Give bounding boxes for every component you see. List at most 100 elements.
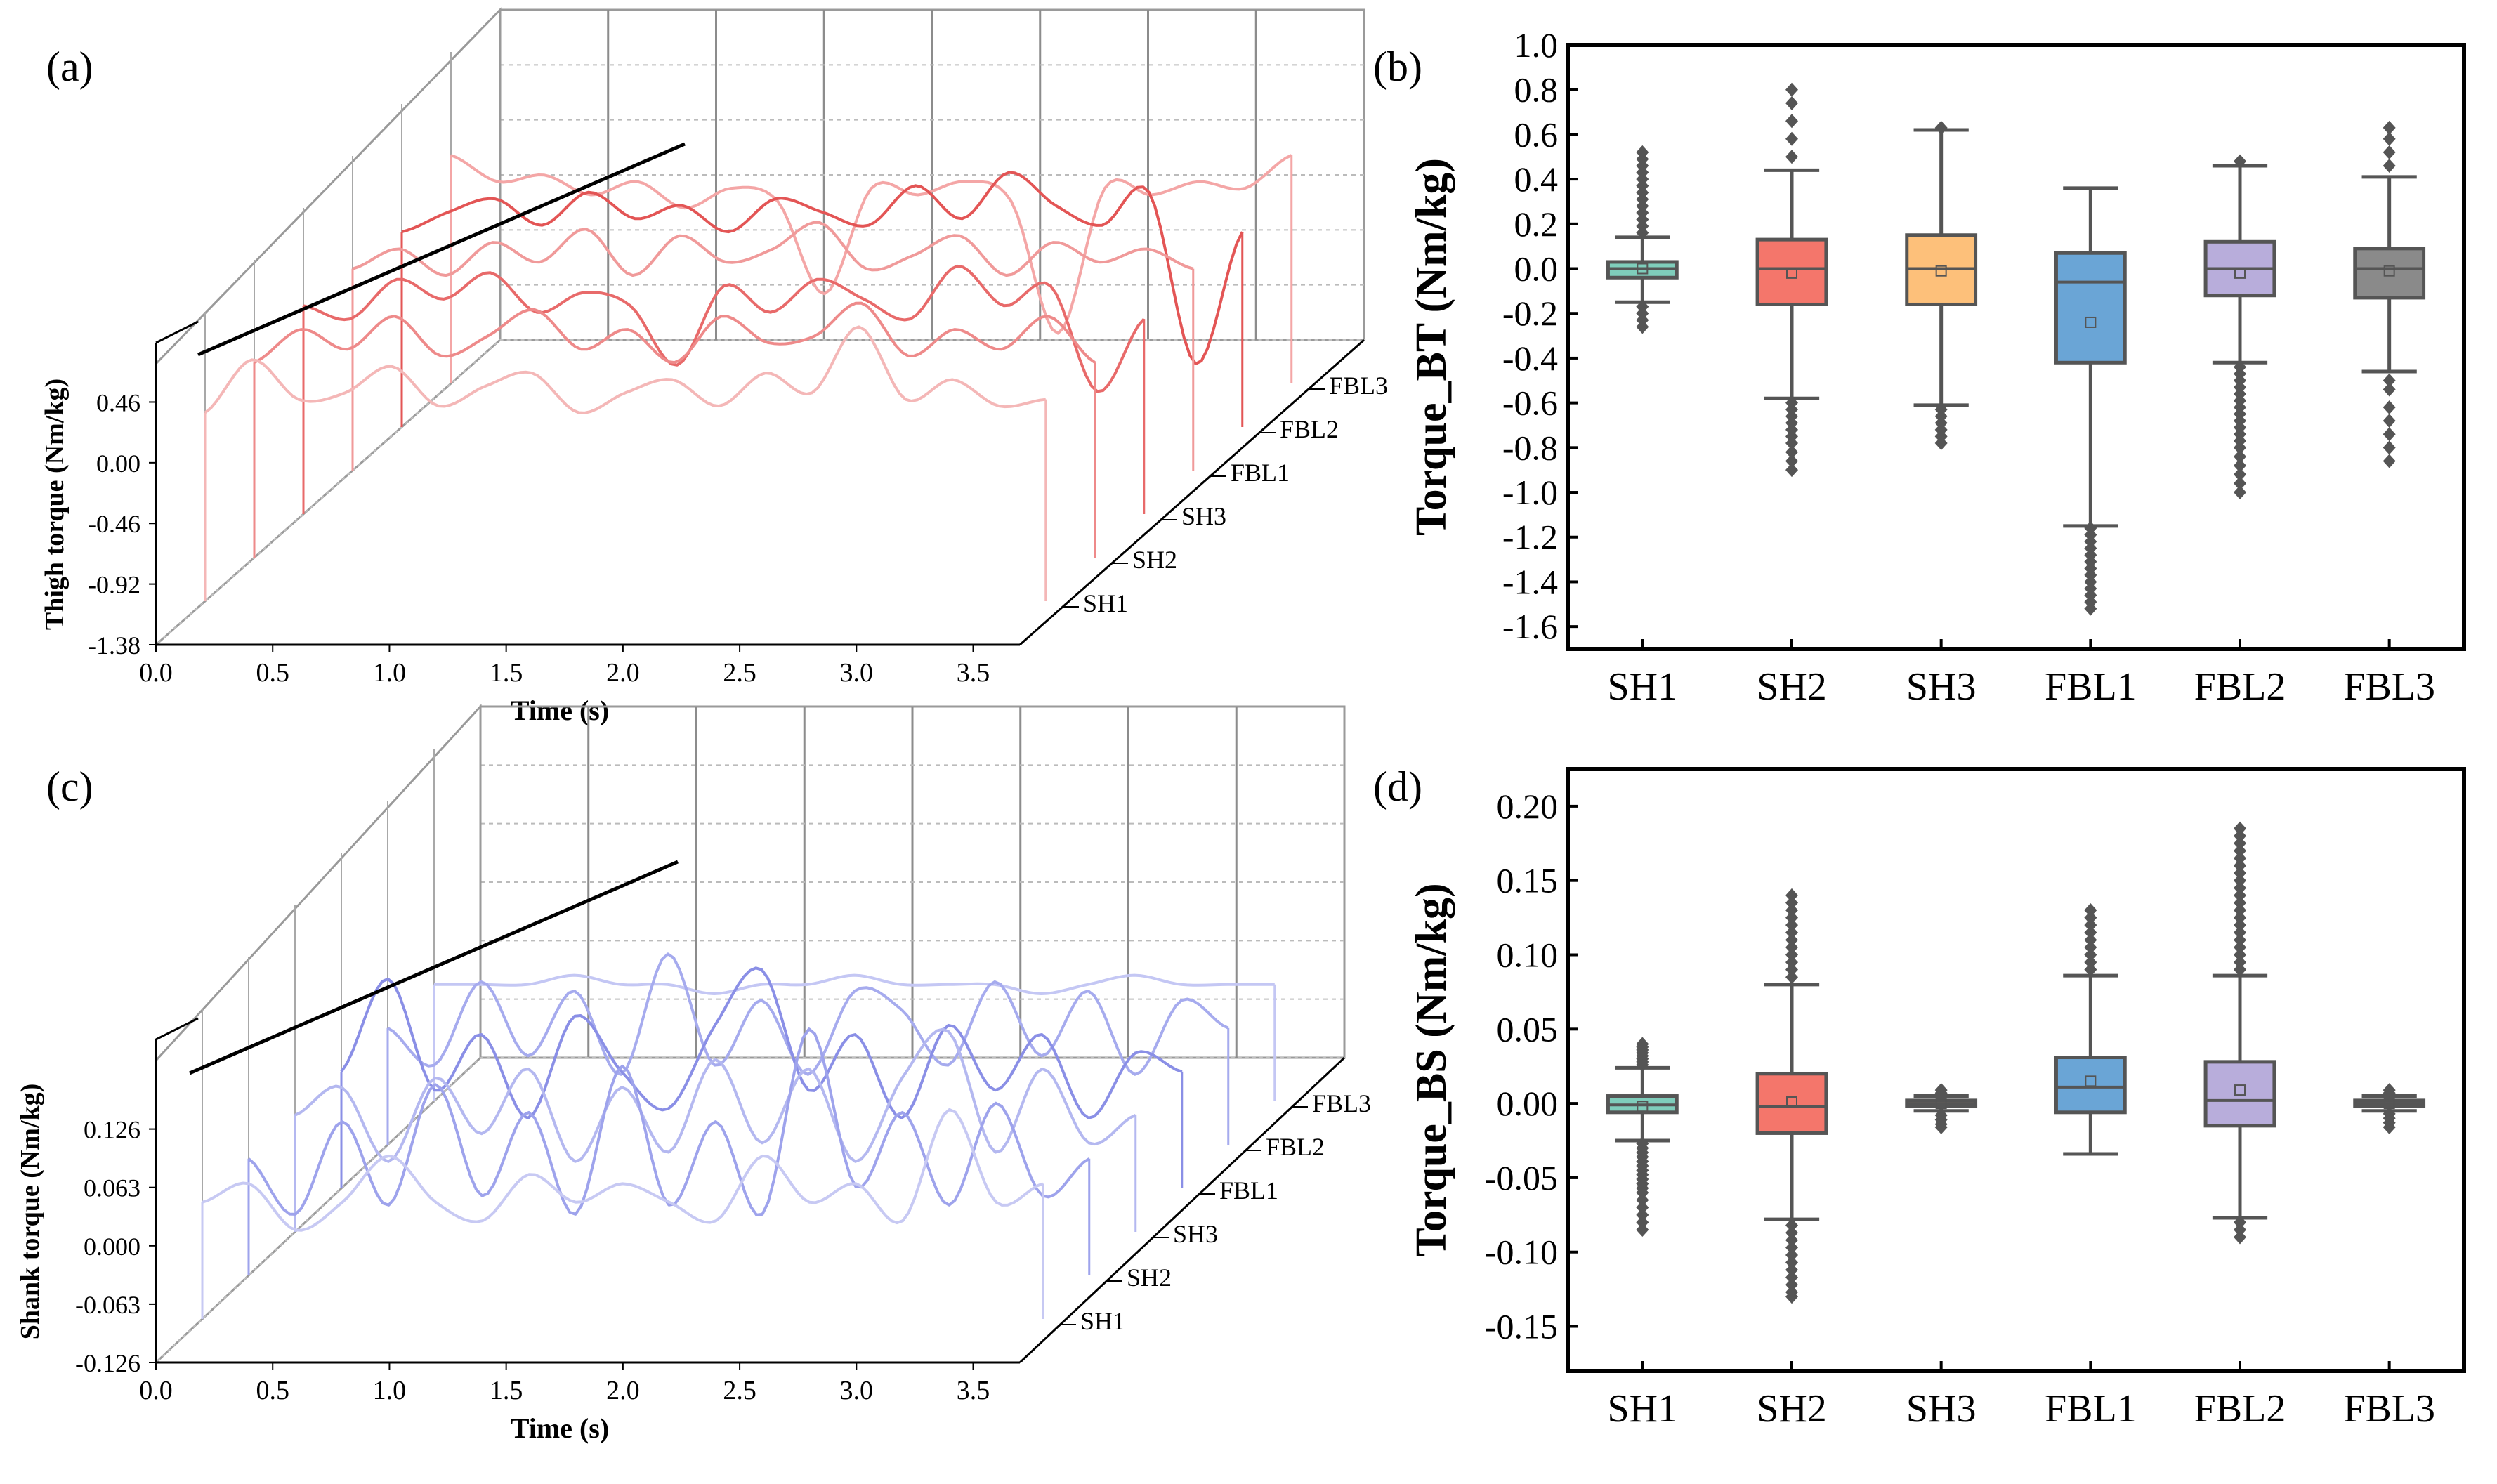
x-tick-label: 2.5 (723, 658, 756, 688)
y-axis-title: Torque_BT (Nm/kg) (1408, 158, 1455, 536)
outlier (2234, 843, 2246, 858)
outlier (2234, 940, 2246, 954)
y-tick-label: 0.4 (1514, 159, 1559, 199)
y-tick-label: -0.15 (1485, 1307, 1558, 1346)
outlier (2234, 918, 2246, 933)
x-tick-label: SH3 (1906, 665, 1977, 709)
x-tick-label: 3.0 (840, 658, 874, 688)
outlier (1785, 1247, 1798, 1262)
outlier (1785, 435, 1798, 450)
outlier (1934, 120, 1948, 135)
y-tick-label: -0.4 (1502, 339, 1558, 378)
outlier (2084, 947, 2097, 962)
x-tick-label: 2.0 (606, 658, 640, 688)
outlier (2084, 918, 2097, 933)
series-line (386, 952, 1229, 1076)
outlier (2383, 414, 2396, 428)
outlier (2084, 940, 2097, 954)
mean-marker (2085, 316, 2097, 328)
plot-frame (1566, 767, 2466, 1373)
outlier (1934, 435, 1948, 450)
outlier (2234, 866, 2246, 881)
y-tick-label: -0.10 (1485, 1233, 1558, 1272)
outlier (1785, 947, 1798, 962)
outlier (1785, 1289, 1798, 1304)
y-axis-title: Thigh torque (Nm/kg) (40, 379, 70, 630)
outlier (2234, 933, 2246, 947)
outlier (2234, 1215, 2246, 1230)
y-tick-label: -0.063 (75, 1291, 140, 1319)
y-tick-label: -0.8 (1502, 428, 1558, 467)
outlier (1785, 1240, 1798, 1255)
outlier (2383, 120, 2396, 135)
outlier (2234, 955, 2246, 970)
outlier (1934, 1083, 1948, 1098)
series-line (401, 171, 1244, 365)
x-tick-label: SH1 (1608, 665, 1678, 709)
panel-d-boxplot: 0.20 0.15 0.10 0.05 0.00 -0.05 -0.10 -0.15 SH1 SH… (1373, 763, 2466, 1431)
outlier (2234, 476, 2246, 491)
y-tick-label: -1.2 (1502, 518, 1558, 557)
outlier (2084, 933, 2097, 947)
outlier (1785, 150, 1798, 164)
series-line (352, 221, 1194, 277)
outlier (2383, 454, 2396, 468)
outlier (2234, 925, 2246, 940)
outlier (1785, 933, 1798, 947)
y-tick-label: -0.46 (88, 510, 140, 538)
outlier (1785, 955, 1798, 970)
y-tick-label: -0.6 (1502, 383, 1558, 423)
y-tick-label: -0.126 (75, 1349, 140, 1377)
y-tick-label: -1.6 (1502, 607, 1558, 646)
outlier (1785, 918, 1798, 933)
y-tick-label: 0.126 (84, 1116, 140, 1144)
outlier (1785, 463, 1798, 478)
outlier (1785, 970, 1798, 985)
panel-label: (a) (46, 44, 93, 90)
series-line (202, 1108, 1044, 1232)
series-line (204, 325, 1047, 414)
outlier (2383, 400, 2396, 414)
series-label: FBL1 (1219, 1176, 1278, 1204)
y-tick-label: -1.38 (88, 631, 140, 659)
outlier (2084, 601, 2097, 616)
outlier (2234, 873, 2246, 888)
box (2054, 1056, 2127, 1115)
mean-marker (2383, 265, 2395, 277)
x-tick-label: FBL1 (2045, 1387, 2137, 1431)
x-tick-label: FBL2 (2194, 665, 2286, 709)
y-tick-label: 0.00 (1497, 1084, 1559, 1123)
series-line (340, 966, 1183, 1119)
y-tick-label: 0.2 (1514, 204, 1559, 244)
depth-diagonal (197, 142, 686, 357)
x-tick-label: FBL2 (2194, 1387, 2286, 1431)
y-axis-top (155, 320, 199, 344)
x-tick-label: 0.5 (256, 658, 289, 688)
outlier (2383, 382, 2396, 397)
box (2054, 251, 2127, 365)
plot-frame (1566, 43, 2466, 651)
outlier (1785, 962, 1798, 977)
outlier (1636, 1222, 1649, 1237)
outlier (2383, 373, 2396, 388)
outlier (1785, 903, 1798, 918)
x-tick-label: SH2 (1757, 1387, 1827, 1431)
outlier (1785, 454, 1798, 468)
y-tick-label: -0.05 (1485, 1158, 1558, 1197)
box (2203, 1060, 2276, 1128)
y-tick-label: -1.0 (1502, 473, 1558, 512)
side-wall (155, 704, 482, 1365)
y-tick-label: 0.000 (84, 1233, 140, 1261)
outlier (1785, 445, 1798, 459)
y-tick-label: 0.063 (84, 1174, 140, 1202)
outlier (1636, 145, 1649, 159)
y-tick-label: -0.2 (1502, 294, 1558, 333)
outlier (1785, 888, 1798, 902)
mean-marker (1786, 267, 1797, 279)
outlier (2234, 903, 2246, 918)
outlier (1636, 1037, 1649, 1051)
outlier (1636, 1200, 1649, 1215)
